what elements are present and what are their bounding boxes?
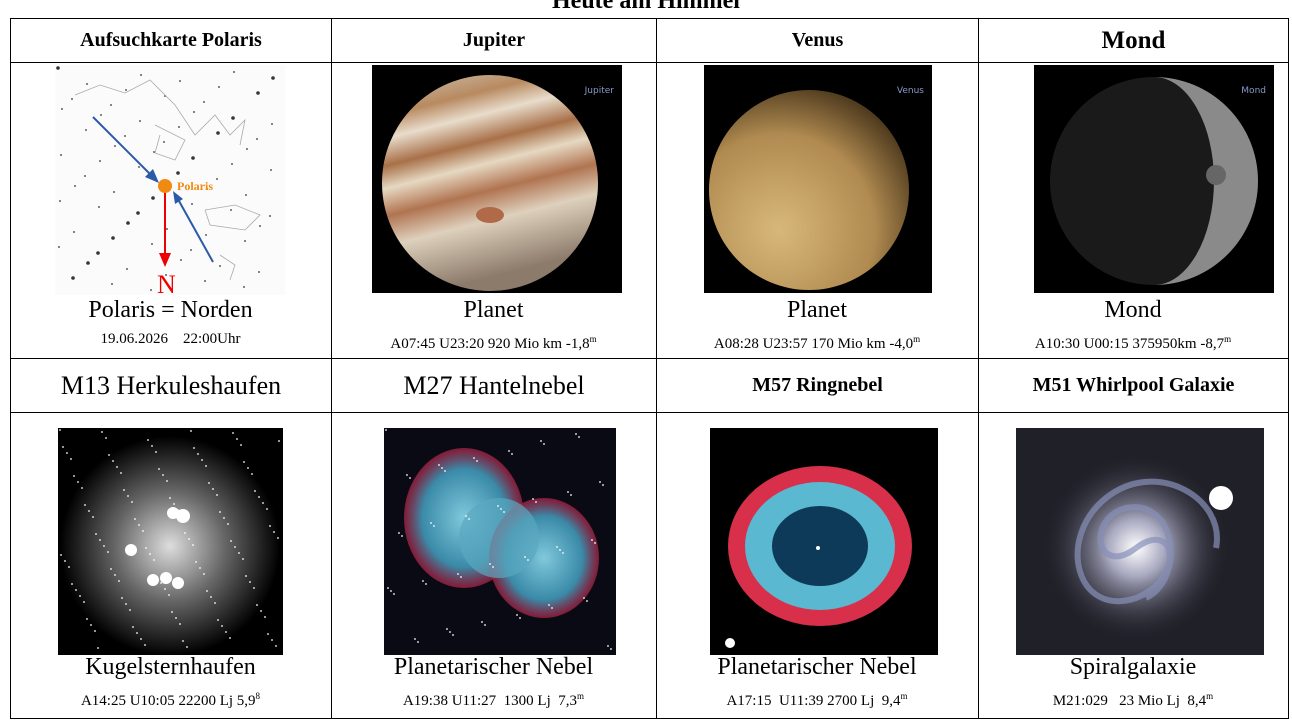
info: A14:25 U10:05 22200 Lj 5,98 — [10, 687, 331, 710]
object-image: Venus — [704, 65, 932, 293]
info-text: M21:029 23 Mio Lj 8,4 — [1053, 693, 1206, 709]
superscript: m — [577, 691, 584, 701]
superscript: m — [590, 334, 597, 344]
object-image: Mond — [1034, 65, 1274, 293]
info: A10:30 U00:15 375950km -8,7m — [978, 330, 1288, 353]
image-label: Polaris — [177, 179, 213, 193]
info-text: A07:45 U23:20 920 Mio km -1,8 — [390, 336, 589, 352]
object-image — [710, 428, 938, 655]
page: Heute am Himmel (() => { const data = JS… — [0, 0, 1292, 728]
object-image — [1016, 428, 1264, 655]
caption: Planet — [656, 297, 978, 323]
page-title: Heute am Himmel — [0, 0, 1292, 15]
object-image: Polaris N — [55, 65, 285, 295]
superscript: m — [1224, 334, 1231, 344]
caption: Planetarischer Nebel — [656, 654, 978, 680]
superscript: m — [1206, 691, 1213, 701]
caption: Polaris = Norden — [10, 297, 331, 323]
object-image — [384, 428, 616, 655]
table-header-cell: M27 Hantelnebel — [331, 358, 657, 413]
superscript: m — [901, 691, 908, 701]
info: A17:15 U11:39 2700 Lj 9,4m — [656, 687, 978, 710]
caption: Mond — [978, 297, 1288, 323]
table-header-cell: M57 Ringnebel — [656, 358, 979, 413]
table-header-cell: Aufsuchkarte Polaris — [10, 18, 332, 63]
caption: Planetarischer Nebel — [331, 654, 656, 680]
table-header-cell: Venus — [656, 18, 979, 63]
caption: Spiralgalaxie — [978, 654, 1288, 680]
caption: Kugelsternhaufen — [10, 654, 331, 680]
info-text: 19.06.2026 22:00Uhr — [101, 331, 241, 347]
info-text: A14:25 U10:05 22200 Lj 5,9 — [81, 693, 256, 709]
info-text: A17:15 U11:39 2700 Lj 9,4 — [726, 693, 900, 709]
table-header-cell: Jupiter — [331, 18, 657, 63]
table-header-cell: Mond — [978, 18, 1289, 63]
image-label: Venus — [897, 86, 924, 96]
info: A07:45 U23:20 920 Mio km -1,8m — [331, 330, 656, 353]
info: 19.06.2026 22:00Uhr — [10, 330, 331, 348]
caption: Planet — [331, 297, 656, 323]
info: A19:38 U11:27 1300 Lj 7,3m — [331, 687, 656, 710]
info-text: A10:30 U00:15 375950km -8,7 — [1035, 336, 1224, 352]
info: A08:28 U23:57 170 Mio km -4,0m — [656, 330, 978, 353]
superscript: 8 — [256, 691, 261, 701]
image-label: Jupiter — [584, 86, 615, 96]
table-header-cell: M51 Whirlpool Galaxie — [978, 358, 1289, 413]
table-header-cell: M13 Herkuleshaufen — [10, 358, 332, 413]
info-text: A19:38 U11:27 1300 Lj 7,3 — [403, 693, 577, 709]
info: M21:029 23 Mio Lj 8,4m — [978, 687, 1288, 710]
info-text: A08:28 U23:57 170 Mio km -4,0 — [714, 336, 913, 352]
object-image — [58, 428, 283, 655]
image-label: Mond — [1241, 86, 1266, 96]
image-label: N — [157, 270, 176, 295]
object-image: Jupiter — [372, 65, 622, 293]
superscript: m — [913, 334, 920, 344]
